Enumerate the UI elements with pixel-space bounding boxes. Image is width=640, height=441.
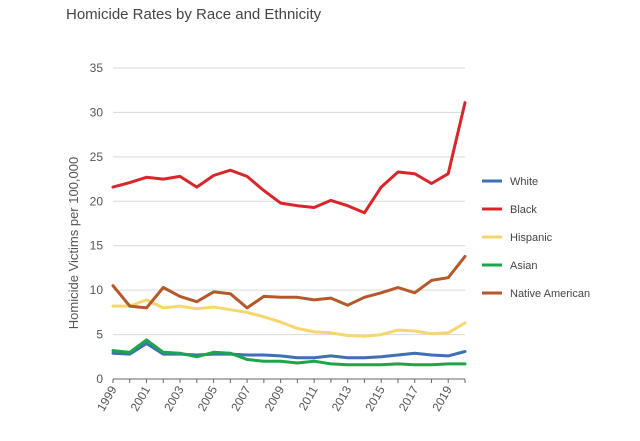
y-tick-label: 25 xyxy=(90,150,104,164)
legend-label: Asian xyxy=(510,260,538,272)
y-tick-label: 20 xyxy=(90,194,104,208)
gridlines xyxy=(113,67,465,336)
x-tick-label: 2015 xyxy=(362,383,388,413)
legend-label: Black xyxy=(510,204,537,216)
y-tick-label: 30 xyxy=(90,105,104,119)
legend-label: Native American xyxy=(510,288,590,300)
legend: White Black Hispanic Asian Native American xyxy=(482,176,590,300)
series-lines xyxy=(111,101,467,367)
x-tick-label: 2001 xyxy=(128,383,154,413)
series-line-white xyxy=(111,342,467,360)
x-tick-label: 2005 xyxy=(195,383,221,413)
x-tick-label: 2003 xyxy=(161,383,187,413)
series-line-black xyxy=(111,101,467,215)
y-tick-label: 0 xyxy=(96,372,103,386)
legend-label: White xyxy=(510,176,538,188)
x-tick-label: 1999 xyxy=(94,383,120,413)
series-line-asian xyxy=(111,338,467,367)
chart-title: Homicide Rates by Race and Ethnicity xyxy=(66,6,322,23)
y-tick-label: 35 xyxy=(90,61,104,75)
y-tick-label: 5 xyxy=(96,328,103,342)
x-tick-label: 2009 xyxy=(262,383,288,413)
legend-label: Hispanic xyxy=(510,232,553,244)
y-axis-label: Homicide Victims per 100,000 xyxy=(66,157,81,329)
x-tick-label: 2019 xyxy=(429,383,455,413)
x-tick-label: 2017 xyxy=(396,383,422,413)
y-tick-label: 10 xyxy=(90,283,104,297)
x-tick-label: 2013 xyxy=(329,383,355,413)
series-line-hispanic xyxy=(111,298,467,338)
series-line-native-american xyxy=(111,254,467,310)
y-tick-label: 15 xyxy=(90,239,104,253)
x-tick-label: 2011 xyxy=(296,383,321,413)
x-tick-label: 2007 xyxy=(228,383,254,413)
